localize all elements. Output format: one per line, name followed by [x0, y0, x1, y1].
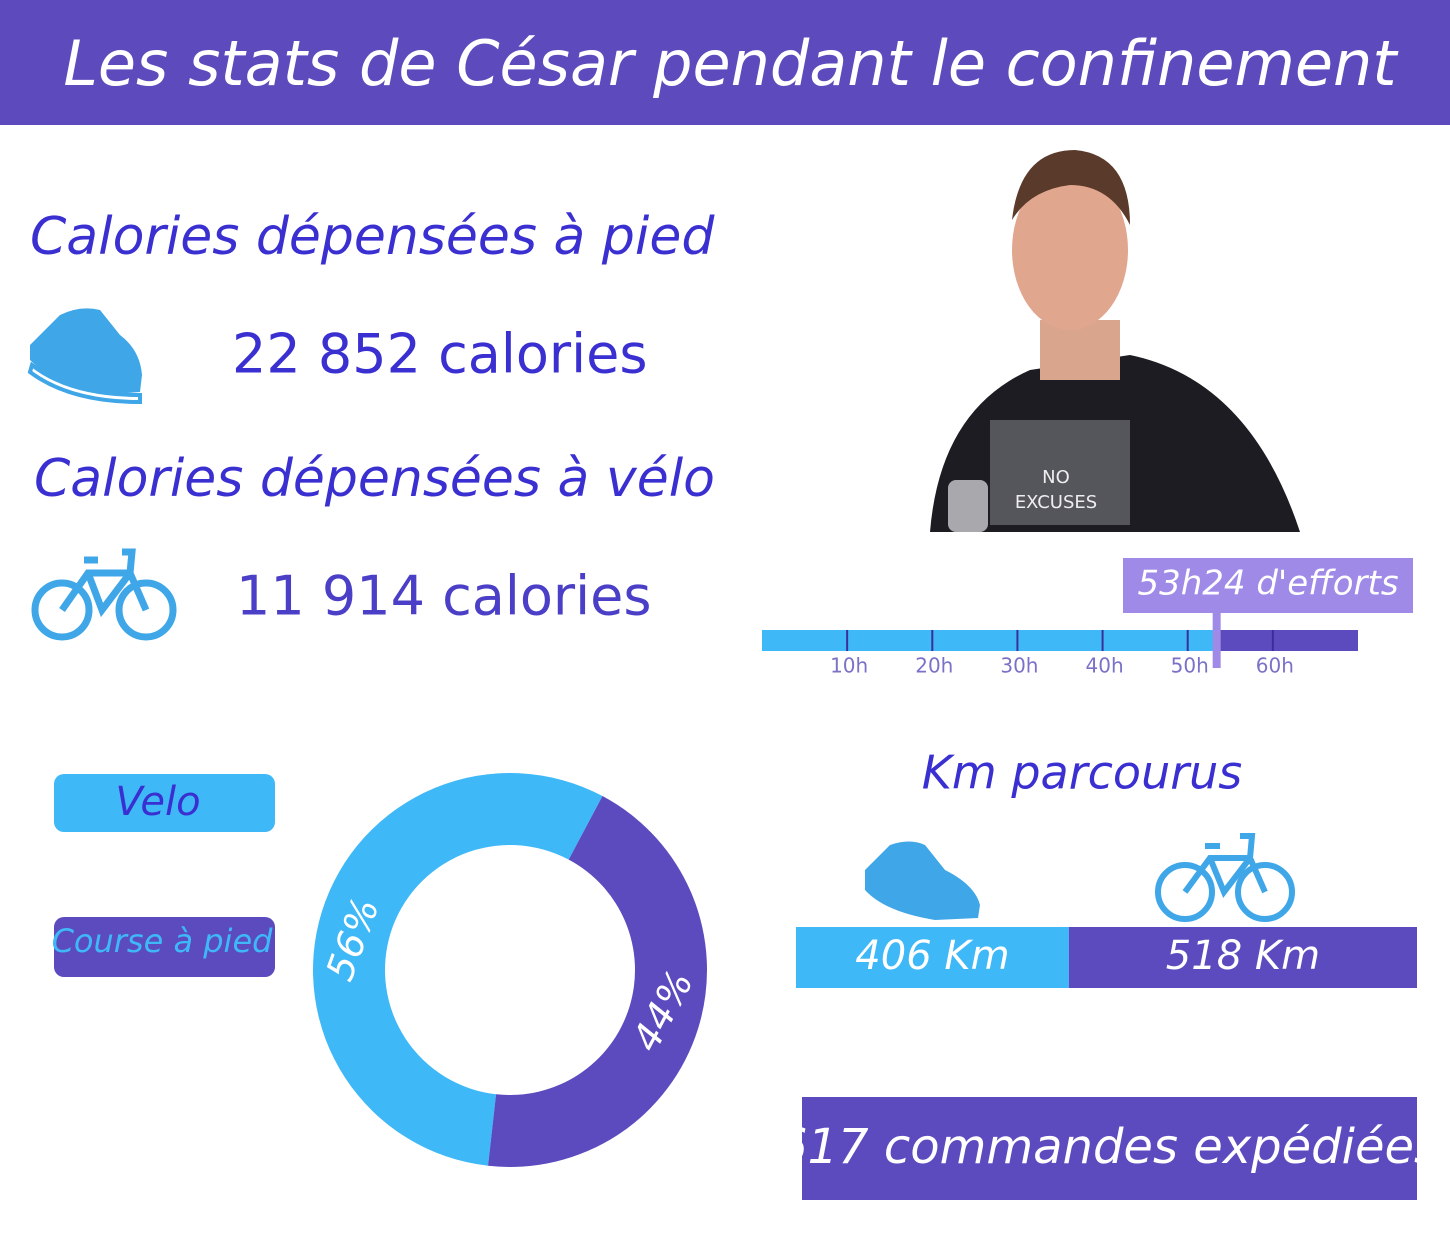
legend-swatch [54, 917, 275, 977]
legend-label: Velo [115, 779, 200, 825]
walking-heading: Calories dépensées à pied [30, 207, 715, 267]
cycling-value: 11 914 calories [236, 565, 652, 628]
bike-icon [1155, 833, 1295, 922]
legend-label: Course à pied [52, 922, 274, 960]
tick-label: 30h [1000, 654, 1038, 678]
effort-bar: 10h 20h 30h 40h 50h 60h 53h24 d'efforts [762, 558, 1413, 678]
donut-segment [313, 773, 603, 1166]
walking-value: 22 852 calories [232, 323, 648, 386]
bar-fill [762, 630, 1217, 651]
distance-label: 518 Km [1166, 933, 1320, 979]
tick-label: 40h [1086, 654, 1124, 678]
marker-label: 53h24 d'efforts [1137, 564, 1398, 604]
distance-title: Km parcourus [922, 746, 1243, 800]
tick-label: 10h [830, 654, 868, 678]
orders-label: 617 commandes expédiées [777, 1119, 1439, 1175]
shoe-icon [865, 841, 980, 920]
tick-label: 50h [1171, 654, 1209, 678]
distance-label: 406 Km [855, 933, 1009, 979]
shoe-icon [27, 308, 142, 405]
marker-label-box [1123, 558, 1413, 613]
tick-label: 20h [915, 654, 953, 678]
bike-icon [31, 548, 177, 641]
orders-box [802, 1097, 1417, 1200]
title: Les stats de César pendant le confinemen… [63, 27, 1399, 100]
distance-segment [796, 927, 1069, 988]
svg-text:NO: NO [1042, 467, 1070, 488]
donut-chart: 56%44% [313, 773, 708, 1167]
header-bar [0, 0, 1450, 125]
marker-pointer [1212, 613, 1221, 668]
svg-text:EXCUSES: EXCUSES [1015, 492, 1097, 513]
distance-bar: 406 Km 518 Km [796, 927, 1417, 988]
cycling-heading: Calories dépensées à vélo [34, 449, 715, 509]
portrait-photo: NO EXCUSES [930, 150, 1300, 532]
legend-swatch [54, 774, 275, 832]
donut-segment [488, 796, 708, 1167]
tick-label: 60h [1256, 654, 1294, 678]
distance-segment [1068, 927, 1417, 988]
